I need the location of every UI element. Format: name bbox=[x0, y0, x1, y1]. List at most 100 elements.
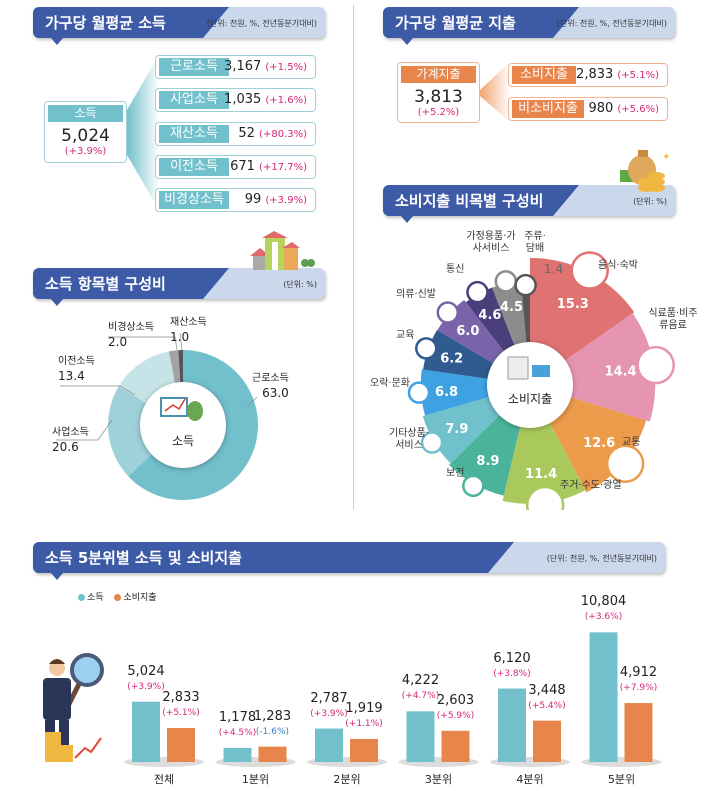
category-label: 전체 bbox=[153, 773, 175, 786]
rose-value-label: 15.3 bbox=[557, 297, 589, 312]
bar-change-label: (+1.1%) bbox=[345, 718, 383, 729]
income-bar bbox=[132, 701, 160, 762]
bar-change-label: (+5.4%) bbox=[528, 700, 566, 711]
income-item: 근로소득 3,167 (+1.5%) bbox=[155, 55, 316, 79]
category-icon bbox=[636, 345, 675, 385]
divider bbox=[353, 5, 354, 510]
bar-value-label: 4,912 bbox=[619, 665, 658, 681]
bar-value-label: 4,222 bbox=[401, 673, 440, 689]
donut-label: 비경상소득 2.0 bbox=[108, 322, 154, 349]
rose-category-label: 교통 bbox=[622, 437, 641, 448]
income-item-change: (+17.7%) bbox=[259, 161, 307, 173]
leader-line bbox=[60, 385, 136, 396]
rose-slice bbox=[465, 287, 517, 355]
bar-change-label: (+4.7%) bbox=[401, 691, 440, 702]
rose-slice bbox=[449, 411, 522, 496]
income-total-change: (+3.9%) bbox=[64, 146, 107, 157]
expense-total-label: 가계지출 bbox=[401, 66, 476, 83]
expense-title: 가구당 월평균 지출 bbox=[395, 14, 516, 32]
rose-value-label: 14.4 bbox=[604, 365, 636, 380]
income-donut-chart: 소득 bbox=[56, 332, 258, 500]
expense-item: 비소비지출 980 (+5.6%) bbox=[508, 97, 668, 121]
bar-change-label: (-1.6%) bbox=[255, 726, 290, 737]
category-icon bbox=[605, 444, 645, 483]
donut-label: 재산소득 1.0 bbox=[170, 317, 207, 344]
rose-value-label: 8.9 bbox=[476, 454, 499, 469]
category-icon bbox=[415, 337, 438, 360]
rose-value-label: 6.2 bbox=[440, 351, 463, 366]
rose-value-label: 6.0 bbox=[456, 324, 479, 339]
income-composition-unit: (단위: %) bbox=[283, 280, 317, 289]
trend-icon bbox=[164, 398, 186, 412]
income-item: 비경상소득 99 (+3.9%) bbox=[155, 188, 316, 213]
quintile-unit: (단위: 천원, %, 전년동분기대비) bbox=[546, 554, 657, 563]
category-label: 1분위 bbox=[241, 773, 270, 786]
expense-item-change: (+5.6%) bbox=[617, 104, 659, 115]
bar-value-label: 10,804 bbox=[580, 594, 627, 610]
category-icon bbox=[514, 273, 537, 297]
income-item-label: 비경상소득 bbox=[159, 191, 229, 210]
houses-icon bbox=[250, 231, 315, 270]
expense-item: 소비지출 2,833 (+5.1%) bbox=[508, 63, 668, 87]
category-icon bbox=[462, 474, 485, 498]
expense-fan bbox=[480, 62, 510, 122]
leader-line bbox=[108, 336, 178, 351]
rose-slice bbox=[502, 418, 586, 504]
rose-value-label: 7.9 bbox=[445, 422, 468, 437]
bar-change-label: (+5.1%) bbox=[162, 708, 200, 718]
rose-category-label: 가정용품·가사서비스 bbox=[466, 231, 516, 254]
income-total-value: 5,024 bbox=[61, 126, 110, 146]
income-header: 가구당 월평균 소득 (단위: 천원, %, 전년동분기대비) bbox=[33, 7, 325, 45]
laptop-icon bbox=[160, 397, 188, 417]
income-item-value: 671 bbox=[230, 158, 255, 174]
expense-bar bbox=[533, 720, 561, 762]
bar-change-label: (+3.6%) bbox=[584, 612, 623, 623]
income-item-value: 99 bbox=[244, 192, 262, 208]
rose-category-label: 보건 bbox=[446, 468, 465, 479]
leader-line bbox=[246, 396, 258, 408]
bar-change-label: (+3.9%) bbox=[310, 708, 348, 719]
expense-rose-chart: 15.3 14.4 12.6 11.4 8.9 7.9 6.8 6.2 6.04.64.5 1.4… bbox=[407, 251, 675, 510]
quintile-title: 소득 5분위별 소득 및 소비지출 bbox=[45, 549, 242, 567]
donut-label: 근로소득 63.0 bbox=[252, 373, 289, 400]
rose-category-label: 오락·문화 bbox=[370, 378, 410, 389]
bar-change-label: (+7.9%) bbox=[619, 683, 658, 694]
bar-change-label: (+3.9%) bbox=[127, 681, 165, 692]
rose-slice bbox=[521, 287, 530, 348]
bar-value-label: 2,787 bbox=[310, 690, 348, 706]
income-item-label: 근로소득 bbox=[159, 58, 229, 76]
bar-value-label: 1,178 bbox=[218, 709, 257, 725]
category-icon bbox=[525, 485, 565, 510]
donut-slice bbox=[178, 350, 183, 384]
rose-category-label: 교육 bbox=[396, 330, 415, 341]
income-item: 재산소득 52 (+80.3%) bbox=[155, 121, 316, 146]
income-item-value: 3,167 bbox=[224, 59, 262, 74]
expense-composition-unit: (단위: %) bbox=[633, 197, 667, 206]
income-unit: (단위: 천원, %, 전년동분기대비) bbox=[206, 19, 317, 28]
expense-bar bbox=[167, 728, 195, 762]
income-total-box: 소득 5,024 (+3.9%) bbox=[44, 101, 127, 163]
legend-expense: 소비지출 bbox=[114, 590, 157, 603]
income-item-change: (+80.3%) bbox=[259, 128, 307, 140]
expense-header: 가구당 월평균 지출 (단위: 천원, %, 전년동분기대비) bbox=[383, 7, 675, 45]
rose-slice bbox=[530, 257, 635, 364]
expense-bar bbox=[350, 738, 378, 762]
donut-slice bbox=[118, 351, 176, 404]
expense-item-label: 소비지출 bbox=[512, 66, 576, 84]
rose-category-label: 통신 bbox=[446, 264, 465, 275]
money-bag-icon bbox=[187, 401, 203, 421]
expense-bar bbox=[258, 746, 287, 762]
income-fan bbox=[127, 55, 159, 210]
receipt-icon bbox=[507, 356, 529, 380]
income-bar bbox=[498, 688, 526, 762]
expense-unit: (단위: 천원, %, 전년동분기대비) bbox=[556, 19, 667, 28]
bar-value-label: 1,283 bbox=[253, 708, 292, 724]
donut-label: 이전소득 13.4 bbox=[58, 356, 95, 383]
svg-text:✦: ✦ bbox=[662, 152, 670, 163]
rose-slice bbox=[561, 313, 656, 422]
income-title: 가구당 월평균 소득 bbox=[45, 14, 166, 32]
bar-value-label: 6,120 bbox=[493, 650, 531, 666]
income-bar bbox=[589, 632, 618, 762]
donut-label: 사업소득 20.6 bbox=[52, 427, 89, 454]
bar-change-label: (+3.8%) bbox=[493, 668, 531, 679]
